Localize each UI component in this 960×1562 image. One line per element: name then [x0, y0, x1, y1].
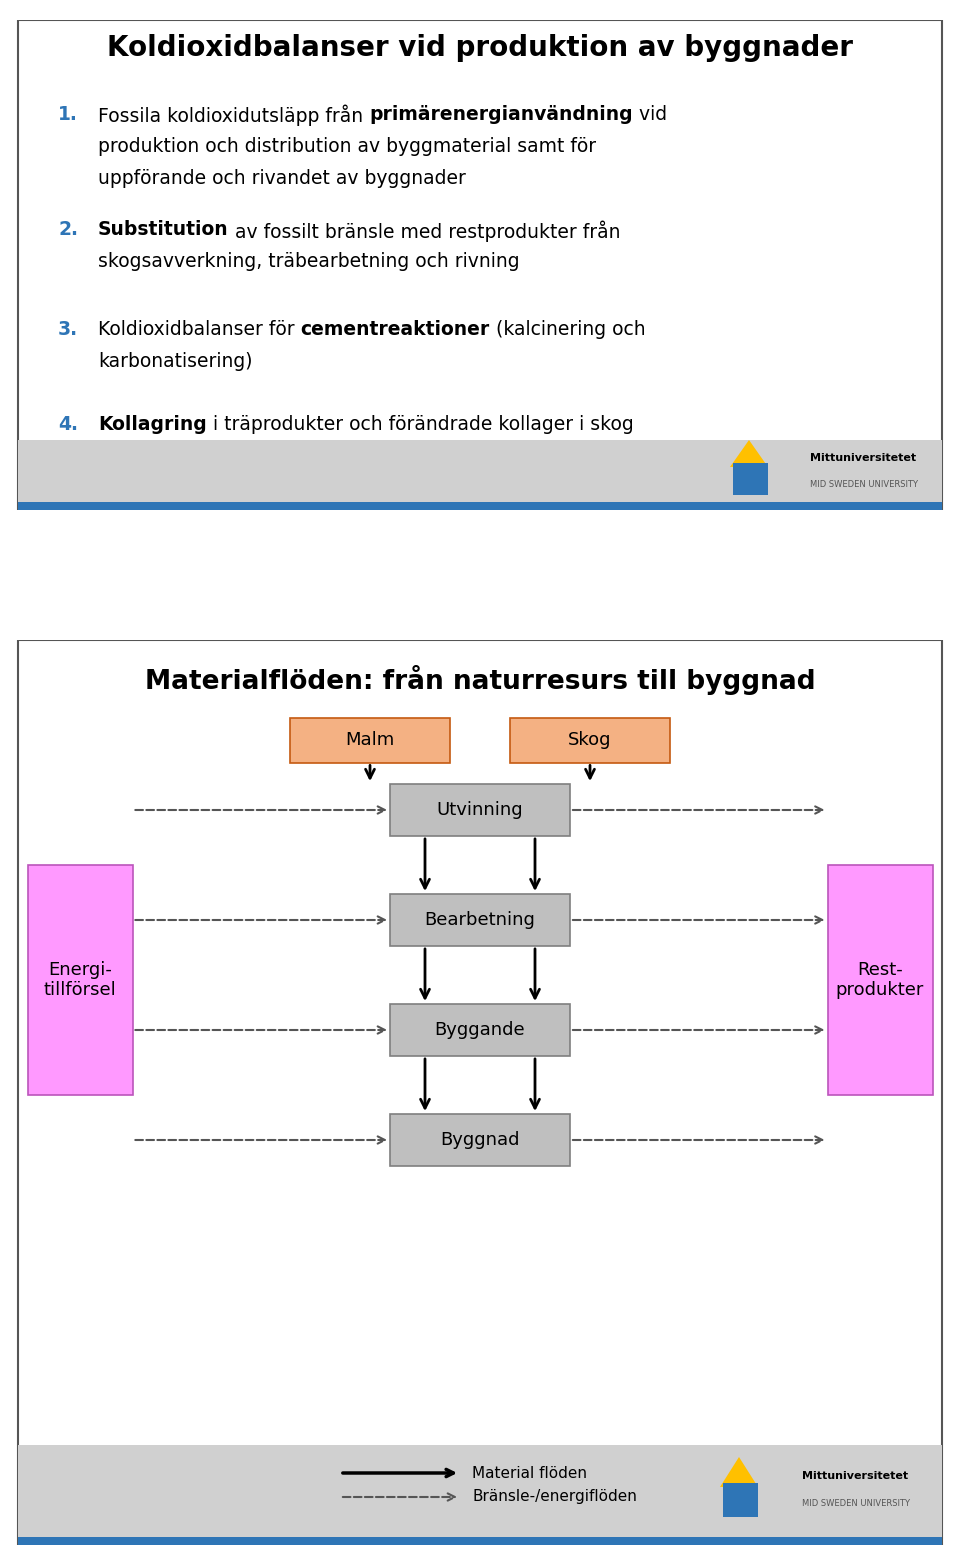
Bar: [290, 717, 450, 762]
Bar: [510, 717, 670, 762]
Text: 3.: 3.: [58, 320, 78, 339]
Text: Rest-
produkter: Rest- produkter: [836, 961, 924, 1000]
Text: produktion och distribution av byggmaterial samt för: produktion och distribution av byggmater…: [98, 137, 596, 156]
Bar: [390, 1004, 570, 1056]
Text: Koldioxidbalanser för: Koldioxidbalanser för: [98, 320, 300, 339]
Text: skogsavverkning, träbearbetning och rivning: skogsavverkning, träbearbetning och rivn…: [98, 251, 519, 270]
Text: cementreaktioner: cementreaktioner: [300, 320, 490, 339]
Bar: [18, 1537, 942, 1545]
Text: 2.: 2.: [58, 220, 78, 239]
Bar: [390, 784, 570, 836]
Polygon shape: [730, 440, 768, 467]
Text: Materialflöden: från naturresurs till byggnad: Materialflöden: från naturresurs till by…: [145, 665, 815, 695]
Bar: [18, 440, 942, 511]
Text: Kollagring: Kollagring: [98, 415, 206, 434]
Text: (kalcinering och: (kalcinering och: [490, 320, 645, 339]
Text: av fossilt bränsle med restprodukter från: av fossilt bränsle med restprodukter frå…: [228, 220, 620, 242]
Text: Mittuniversitetet: Mittuniversitetet: [802, 1471, 908, 1481]
Text: 1.: 1.: [58, 105, 78, 123]
Text: MID SWEDEN UNIVERSITY: MID SWEDEN UNIVERSITY: [802, 1500, 910, 1507]
Polygon shape: [720, 1457, 758, 1487]
Text: Bearbetning: Bearbetning: [424, 911, 536, 929]
Text: Material flöden: Material flöden: [472, 1465, 587, 1481]
Text: primärenergianvändning: primärenergianvändning: [370, 105, 633, 123]
Text: MID SWEDEN UNIVERSITY: MID SWEDEN UNIVERSITY: [810, 480, 918, 489]
Text: Mittuniversitetet: Mittuniversitetet: [810, 453, 916, 462]
Bar: [390, 893, 570, 947]
Text: Byggande: Byggande: [435, 1022, 525, 1039]
Text: Skog: Skog: [568, 731, 612, 750]
Polygon shape: [733, 462, 768, 495]
Text: Malm: Malm: [346, 731, 395, 750]
Bar: [28, 865, 132, 1095]
Text: Utvinning: Utvinning: [437, 801, 523, 818]
Text: Byggnad: Byggnad: [441, 1131, 519, 1150]
Text: Substitution: Substitution: [98, 220, 228, 239]
Text: Bränsle-/energiflöden: Bränsle-/energiflöden: [472, 1490, 636, 1504]
Bar: [390, 1114, 570, 1165]
Text: Fossila koldioxidutsläpp från: Fossila koldioxidutsläpp från: [98, 105, 370, 127]
Text: karbonatisering): karbonatisering): [98, 351, 252, 372]
Text: i träprodukter och förändrade kollager i skog: i träprodukter och förändrade kollager i…: [206, 415, 634, 434]
Polygon shape: [723, 1482, 758, 1517]
Text: Koldioxidbalanser vid produktion av byggnader: Koldioxidbalanser vid produktion av bygg…: [107, 34, 853, 62]
Text: uppförande och rivandet av byggnader: uppförande och rivandet av byggnader: [98, 169, 466, 187]
Text: 4.: 4.: [58, 415, 78, 434]
Bar: [18, 1445, 942, 1545]
Bar: [828, 865, 932, 1095]
Text: vid: vid: [633, 105, 667, 123]
Bar: [18, 501, 942, 511]
Text: Energi-
tillförsel: Energi- tillförsel: [43, 961, 116, 1000]
